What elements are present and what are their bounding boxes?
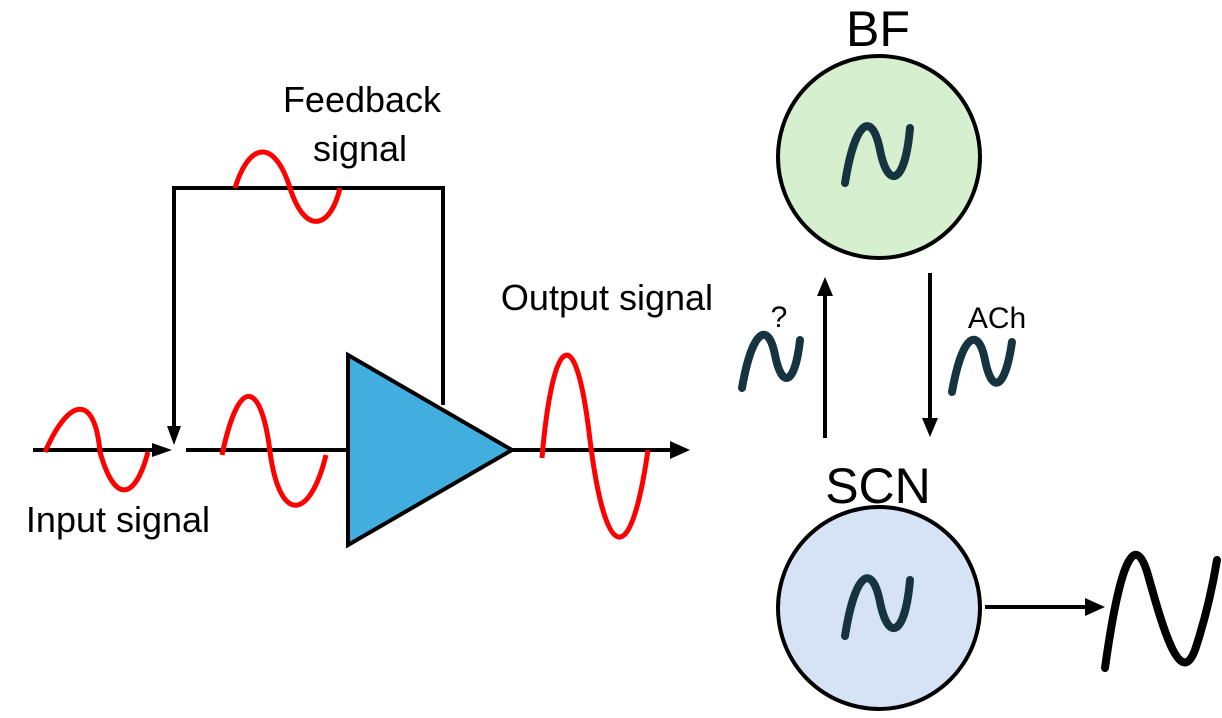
up-arrow-question-label: ?	[771, 301, 788, 334]
amplified-input-wave	[219, 394, 329, 508]
scn-output-arrowhead	[1085, 598, 1105, 616]
input-signal-label: Input signal	[26, 499, 210, 540]
input-arrowhead	[152, 443, 172, 457]
scn-label: SCN	[825, 458, 931, 514]
bf-label: BF	[846, 1, 910, 57]
output-signal-label: Output signal	[501, 277, 713, 318]
feedback-loop-line	[172, 186, 445, 440]
feedback-label-line2: signal	[313, 128, 407, 169]
output-signal-wave	[539, 352, 651, 540]
feedback-signal-wave	[232, 149, 343, 224]
down-arrow-ach-label: ACh	[968, 302, 1026, 335]
scn-oscillation-icon	[841, 574, 914, 640]
amplifier-triangle	[346, 351, 516, 549]
feedback-label-line1: Feedback	[283, 79, 442, 120]
scn-output-rhythm-wave	[1101, 550, 1221, 672]
bf-oscillation-icon	[841, 122, 914, 187]
output-arrowhead	[670, 441, 690, 459]
up-arrow-head	[817, 277, 833, 296]
up-arrow-oscillation-icon	[738, 330, 804, 392]
down-arrow-oscillation-icon	[948, 335, 1016, 396]
down-arrow-head	[922, 418, 938, 437]
feedback-arrowhead	[167, 426, 181, 445]
input-signal-wave	[42, 407, 151, 493]
